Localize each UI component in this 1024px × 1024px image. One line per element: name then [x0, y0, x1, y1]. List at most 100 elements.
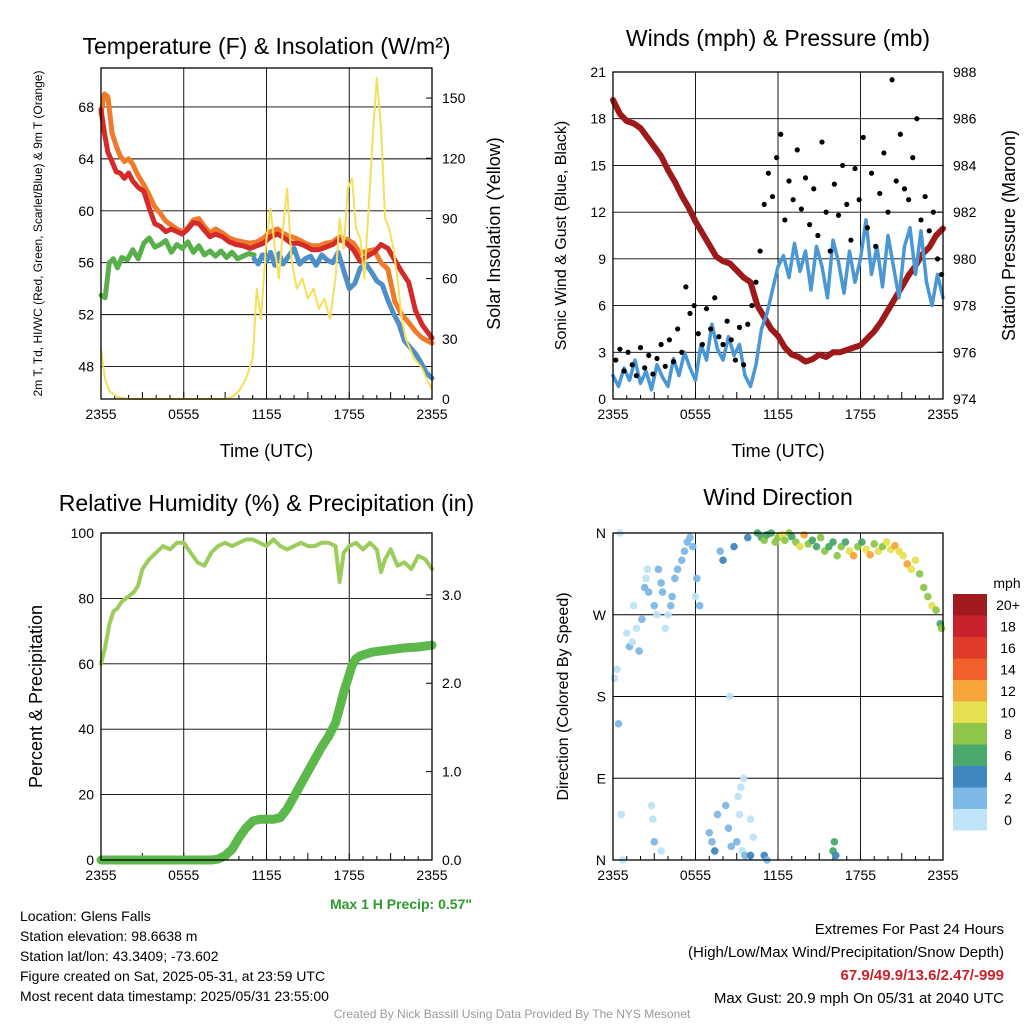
gust-point [827, 248, 833, 254]
x-tick-label: 1155 [763, 406, 793, 422]
y-tick-label-right: 0 [442, 391, 450, 407]
direction-point [796, 542, 804, 551]
x-tick-label: 1755 [845, 406, 876, 422]
gust-point [930, 209, 936, 215]
y-tick-label-left: N [596, 852, 606, 868]
direction-point [668, 592, 676, 601]
y-tick-label-left: 64 [78, 151, 94, 167]
gust-point [893, 178, 899, 184]
gust-point [790, 197, 796, 203]
gust-point [753, 279, 759, 285]
y-tick-label-left: S [597, 689, 606, 705]
max-gust: Max Gust: 20.9 mph On 05/31 at 2040 UTC [713, 990, 1004, 1007]
wind-series-line [611, 218, 945, 392]
colorbar-label: 12 [1000, 683, 1016, 699]
x-tick-label: 1755 [845, 867, 876, 883]
extremes-info: Extremes For Past 24 Hours (High/Low/Max… [688, 918, 1004, 1010]
direction-point [716, 547, 725, 555]
y-axis-label-left: Percent & Precipitation [26, 605, 46, 788]
gust-point [732, 357, 738, 363]
gust-point [922, 193, 928, 200]
gust-point [794, 147, 800, 153]
gust-point [708, 326, 714, 332]
gust-point [633, 373, 639, 379]
x-axis-label: Time (UTC) [731, 441, 824, 461]
gust-point [666, 337, 672, 343]
direction-point [691, 592, 700, 601]
x-tick-label: 0555 [680, 867, 711, 883]
gust-point [807, 222, 813, 228]
direction-point [649, 815, 657, 823]
y-tick-label-left: 12 [590, 204, 606, 220]
gust-point [658, 341, 664, 348]
gust-point [910, 155, 916, 161]
plot-frame [100, 67, 433, 400]
direction-point [746, 815, 755, 823]
gust-point [654, 355, 660, 362]
y-tick-label-left: 100 [71, 525, 95, 541]
extremes-title: Extremes For Past 24 Hours [814, 921, 1004, 938]
y-axis-label-right: Solar Insolation (Yellow) [484, 137, 504, 329]
y-axis-label-left: 2m T, Td, HI/WC (Red, Green, Scarlet/Blu… [31, 71, 45, 397]
gust-point [811, 186, 817, 192]
direction-point [610, 674, 619, 683]
colorbar-swatch [953, 615, 987, 637]
y-tick-label-right: 2.0 [442, 675, 462, 691]
colorbar-label: 16 [1000, 640, 1016, 656]
x-tick-label: 2355 [597, 406, 628, 422]
gust-point [695, 331, 701, 337]
colorbar-swatch [953, 723, 987, 745]
colorbar-swatch [953, 766, 987, 788]
direction-point [673, 565, 682, 574]
y-tick-label-left: 3 [598, 344, 606, 360]
y-axis-label-left: Direction (Colored By Speed) [555, 592, 572, 800]
y-tick-label-left: 0 [86, 852, 94, 868]
gust-point [646, 352, 652, 358]
y-tick-label-left: 18 [590, 111, 606, 127]
direction-point [866, 551, 874, 559]
direction-point [741, 851, 749, 860]
gust-point [860, 134, 866, 140]
chart-title: Wind Direction [703, 484, 853, 510]
direction-point [849, 551, 858, 560]
y-tick-label-right: 90 [442, 210, 458, 226]
direction-point [671, 574, 679, 583]
direction-point [713, 810, 722, 819]
wind-pressure-panel: 2355 0555 1155 1755 235503691215182197497697… [553, 25, 1019, 461]
y-tick-label-left: 60 [78, 203, 94, 219]
direction-point [661, 624, 670, 633]
wind-series-line [610, 97, 946, 365]
direction-point [710, 847, 719, 855]
gust-point [831, 181, 837, 187]
direction-point [653, 610, 661, 619]
direction-point [654, 565, 663, 574]
station-info: Location: Glens Falls Station elevation:… [20, 906, 329, 1006]
direction-point [787, 532, 796, 541]
colorbar-swatch [953, 594, 987, 616]
x-tick-label: 0555 [168, 406, 199, 422]
gust-point [662, 363, 668, 369]
direction-point [680, 547, 689, 555]
direction-point [726, 692, 734, 701]
direction-point [816, 533, 825, 542]
y-tick-label-right: 1.0 [442, 764, 462, 780]
direction-point [812, 542, 821, 551]
colorbar-label: 14 [1000, 661, 1016, 677]
temperature-panel: 2355 0555 1155 1755 2355 48 52 56 60 64 68 0 30 60 90 1… [31, 33, 504, 461]
x-tick-label: 1155 [251, 867, 281, 883]
humidity-precip-panel: 2355 0555 1155 1755 23550204060801000.01.02.… [26, 490, 474, 883]
direction-point [638, 615, 646, 624]
y-tick-label-right: 976 [953, 344, 977, 360]
station-latlon: Station lat/lon: 43.3409; -73.602 [20, 948, 219, 964]
gust-point [844, 201, 850, 207]
direction-point [614, 719, 623, 728]
y-tick-label-left: 21 [590, 64, 606, 80]
direction-point [903, 560, 912, 568]
temp-series-line [98, 235, 257, 301]
direction-point [924, 592, 932, 601]
gust-point [918, 217, 924, 223]
gust-point [637, 345, 644, 351]
max-precip-annotation: Max 1 H Precip: 0.57" [329, 896, 472, 912]
gust-point [823, 209, 829, 215]
